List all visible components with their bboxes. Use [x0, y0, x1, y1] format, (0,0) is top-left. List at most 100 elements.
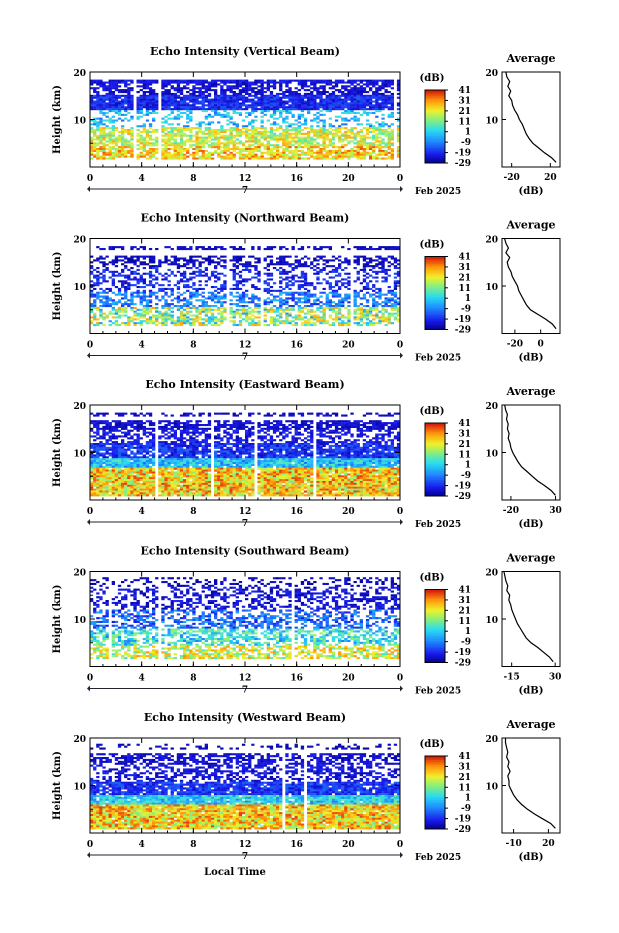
heatmap-cell — [171, 303, 174, 305]
x-tick-label: 0 — [397, 174, 403, 184]
heatmap-cell — [102, 248, 105, 250]
heatmap-cell — [329, 152, 332, 154]
heatmap-cell — [180, 133, 183, 135]
heatmap-cell — [391, 114, 394, 116]
heatmap-cell — [251, 156, 254, 158]
heatmap-cell — [186, 129, 189, 131]
heatmap-cell — [329, 301, 332, 303]
heatmap-cell — [202, 139, 205, 141]
heatmap-cell — [133, 311, 136, 313]
heatmap-cell — [239, 294, 242, 296]
heatmap-cell — [208, 307, 211, 309]
heatmap-cell — [214, 82, 217, 84]
heatmap-cell — [332, 150, 335, 152]
heatmap-cell — [319, 269, 322, 271]
heatmap-cell — [338, 313, 341, 315]
heatmap-cell — [245, 154, 248, 156]
heatmap-cell — [245, 301, 248, 303]
heatmap-cell — [180, 148, 183, 150]
heatmap-cell — [149, 106, 152, 108]
heatmap-cell — [366, 277, 369, 279]
heatmap-cell — [282, 148, 285, 150]
colorbar-segment — [425, 277, 445, 279]
heatmap-cell — [372, 294, 375, 296]
heatmap-cell — [183, 104, 186, 106]
heatmap-cell — [121, 120, 124, 122]
heatmap-cell — [217, 148, 220, 150]
heatmap-cell — [366, 148, 369, 150]
heatmap-cell — [217, 80, 220, 82]
heatmap-cell — [202, 156, 205, 158]
heatmap-cell — [347, 106, 350, 108]
heatmap-cell — [137, 248, 140, 250]
heatmap-cell — [220, 259, 223, 261]
heatmap-cell — [251, 83, 254, 85]
heatmap-cell — [304, 158, 307, 160]
heatmap-cell — [236, 142, 239, 144]
heatmap-cell — [189, 131, 192, 133]
heatmap-cell — [96, 297, 99, 299]
heatmap-cell — [245, 112, 248, 114]
heatmap-cell — [171, 315, 174, 317]
heatmap-cell — [239, 82, 242, 84]
heatmap-cell — [155, 307, 158, 309]
heatmap-cell — [285, 137, 288, 139]
heatmap-cell — [202, 146, 205, 148]
heatmap-cell — [186, 110, 189, 112]
heatmap-cell — [267, 150, 270, 152]
heatmap-cell — [378, 131, 381, 133]
heatmap-cell — [254, 93, 257, 95]
heatmap-cell — [332, 99, 335, 101]
heatmap-cell — [99, 112, 102, 114]
heatmap-cell — [301, 277, 304, 279]
heatmap-cell — [102, 144, 105, 146]
heatmap-cell — [307, 258, 310, 260]
heatmap-cell — [177, 146, 180, 148]
heatmap-cell — [298, 156, 301, 158]
heatmap-cell — [155, 277, 158, 279]
heatmap-cell — [211, 104, 214, 106]
heatmap-cell — [344, 150, 347, 152]
heatmap-cell — [366, 112, 369, 114]
colorbar-segment — [425, 119, 445, 121]
heatmap-cell — [326, 294, 329, 296]
heatmap-cell — [96, 83, 99, 85]
heatmap-cell — [152, 129, 155, 131]
heatmap-cell — [230, 89, 233, 91]
heatmap-cell — [112, 125, 115, 127]
heatmap-cell — [155, 106, 158, 108]
heatmap-cell — [285, 95, 288, 97]
heatmap-cell — [174, 154, 177, 156]
heatmap-cell — [230, 316, 233, 318]
heatmap-cell — [220, 97, 223, 99]
heatmap-cell — [133, 259, 136, 261]
heatmap-cell — [316, 299, 319, 301]
heatmap-cell — [102, 324, 105, 326]
heatmap-cell — [124, 267, 127, 269]
heatmap-cell — [261, 101, 264, 103]
heatmap-cell — [363, 246, 366, 248]
heatmap-cell — [158, 284, 161, 286]
heatmap-cell — [102, 120, 105, 122]
heatmap-cell — [245, 82, 248, 84]
heatmap-cell — [143, 95, 146, 97]
heatmap-cell — [149, 89, 152, 91]
heatmap-cell — [257, 104, 260, 106]
heatmap-cell — [363, 99, 366, 101]
heatmap-cell — [205, 275, 208, 277]
heatmap-cell — [208, 146, 211, 148]
heatmap-cell — [251, 154, 254, 156]
heatmap-cell — [236, 129, 239, 131]
heatmap-cell — [161, 108, 164, 110]
heatmap-cell — [118, 299, 121, 301]
heatmap-cell — [195, 146, 198, 148]
heatmap-cell — [357, 97, 360, 99]
heatmap-cell — [137, 269, 140, 271]
heatmap-cell — [106, 89, 109, 91]
heatmap-cell — [183, 112, 186, 114]
heatmap-cell — [332, 95, 335, 97]
heatmap-cell — [177, 89, 180, 91]
heatmap-cell — [295, 148, 298, 150]
heatmap-cell — [152, 156, 155, 158]
heatmap-cell — [239, 85, 242, 87]
